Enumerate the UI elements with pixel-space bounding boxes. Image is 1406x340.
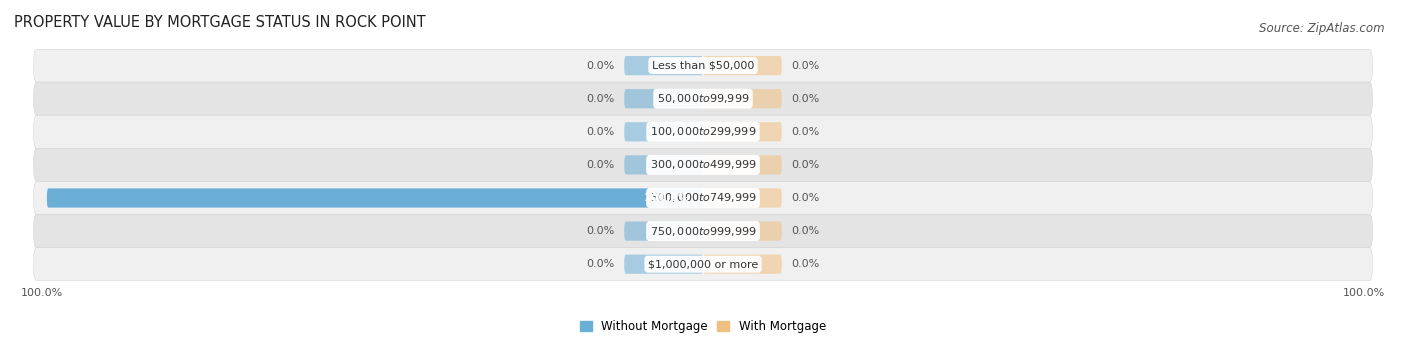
Text: 0.0%: 0.0% [586,61,614,71]
Text: 0.0%: 0.0% [586,94,614,104]
Text: 0.0%: 0.0% [792,127,820,137]
Text: Less than $50,000: Less than $50,000 [652,61,754,71]
FancyBboxPatch shape [34,182,1372,215]
FancyBboxPatch shape [624,56,703,75]
Text: 0.0%: 0.0% [792,160,820,170]
Text: PROPERTY VALUE BY MORTGAGE STATUS IN ROCK POINT: PROPERTY VALUE BY MORTGAGE STATUS IN ROC… [14,15,426,30]
FancyBboxPatch shape [703,255,782,274]
FancyBboxPatch shape [703,56,782,75]
FancyBboxPatch shape [46,188,703,208]
FancyBboxPatch shape [703,122,782,141]
Text: 100.0%: 100.0% [644,193,690,203]
Text: 0.0%: 0.0% [792,193,820,203]
FancyBboxPatch shape [34,49,1372,82]
FancyBboxPatch shape [703,188,782,208]
FancyBboxPatch shape [34,248,1372,280]
Text: 0.0%: 0.0% [586,160,614,170]
Text: $50,000 to $99,999: $50,000 to $99,999 [657,92,749,105]
Text: Source: ZipAtlas.com: Source: ZipAtlas.com [1260,22,1385,35]
Text: $500,000 to $749,999: $500,000 to $749,999 [650,191,756,204]
Text: $300,000 to $499,999: $300,000 to $499,999 [650,158,756,171]
Legend: Without Mortgage, With Mortgage: Without Mortgage, With Mortgage [575,315,831,338]
Text: 100.0%: 100.0% [1343,288,1385,298]
Text: 0.0%: 0.0% [586,127,614,137]
FancyBboxPatch shape [34,149,1372,181]
Text: 0.0%: 0.0% [792,61,820,71]
Text: 0.0%: 0.0% [792,226,820,236]
Text: 0.0%: 0.0% [792,259,820,269]
FancyBboxPatch shape [624,122,703,141]
FancyBboxPatch shape [703,155,782,174]
FancyBboxPatch shape [624,221,703,241]
Text: $750,000 to $999,999: $750,000 to $999,999 [650,225,756,238]
FancyBboxPatch shape [703,221,782,241]
FancyBboxPatch shape [34,115,1372,148]
Text: 0.0%: 0.0% [586,259,614,269]
FancyBboxPatch shape [34,82,1372,115]
Text: 0.0%: 0.0% [792,94,820,104]
FancyBboxPatch shape [624,155,703,174]
FancyBboxPatch shape [34,215,1372,248]
FancyBboxPatch shape [703,89,782,108]
Text: 0.0%: 0.0% [586,226,614,236]
FancyBboxPatch shape [624,255,703,274]
Text: 100.0%: 100.0% [21,288,63,298]
Text: $1,000,000 or more: $1,000,000 or more [648,259,758,269]
Text: $100,000 to $299,999: $100,000 to $299,999 [650,125,756,138]
FancyBboxPatch shape [624,89,703,108]
